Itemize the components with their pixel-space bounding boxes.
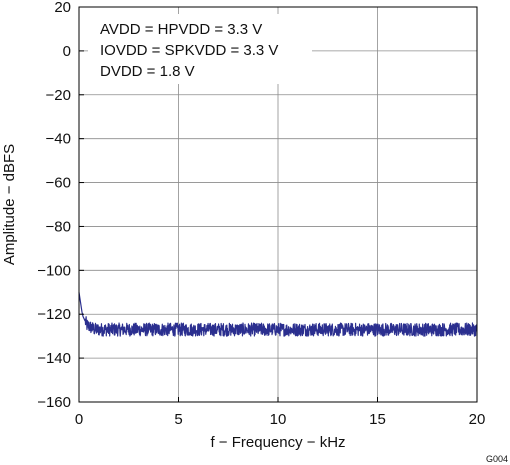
- annotation-line: AVDD = HPVDD = 3.3 V: [100, 21, 262, 38]
- series-group: [78, 292, 478, 337]
- y-axis-title: Amplitude − dBFS: [1, 144, 18, 265]
- x-tick-label: 0: [75, 411, 83, 428]
- y-tick-label: −160: [37, 394, 71, 411]
- annotation-box: AVDD = HPVDD = 3.3 V IOVDD = SPKVDD = 3.3…: [88, 14, 312, 84]
- x-tick-label: 15: [369, 411, 386, 428]
- x-tick-label: 5: [174, 411, 182, 428]
- x-axis-title: f − Frequency − kHz: [210, 434, 345, 451]
- figure-id: G004: [486, 454, 508, 464]
- series-line: [78, 292, 478, 337]
- y-tick-label: −140: [37, 350, 71, 367]
- x-axis-ticks: 0 5 10 15 20: [75, 397, 486, 428]
- y-tick-label: −80: [46, 218, 71, 235]
- x-tick-label: 20: [469, 411, 486, 428]
- y-tick-label: 0: [63, 43, 71, 60]
- x-tick-label: 10: [270, 411, 287, 428]
- y-tick-label: −20: [46, 87, 71, 104]
- annotation-line: IOVDD = SPKVDD = 3.3 V: [100, 42, 278, 59]
- annotation-background: [88, 14, 312, 84]
- y-tick-label: −120: [37, 306, 71, 323]
- y-tick-label: −60: [46, 175, 71, 192]
- y-tick-label: −100: [37, 262, 71, 279]
- y-tick-label: 20: [54, 0, 71, 16]
- annotation-line: DVDD = 1.8 V: [100, 63, 195, 80]
- y-axis-ticks: 20 0 −20 −40 −60 −80 −100 −120 −140 −160: [37, 0, 84, 411]
- y-tick-label: −40: [46, 131, 71, 148]
